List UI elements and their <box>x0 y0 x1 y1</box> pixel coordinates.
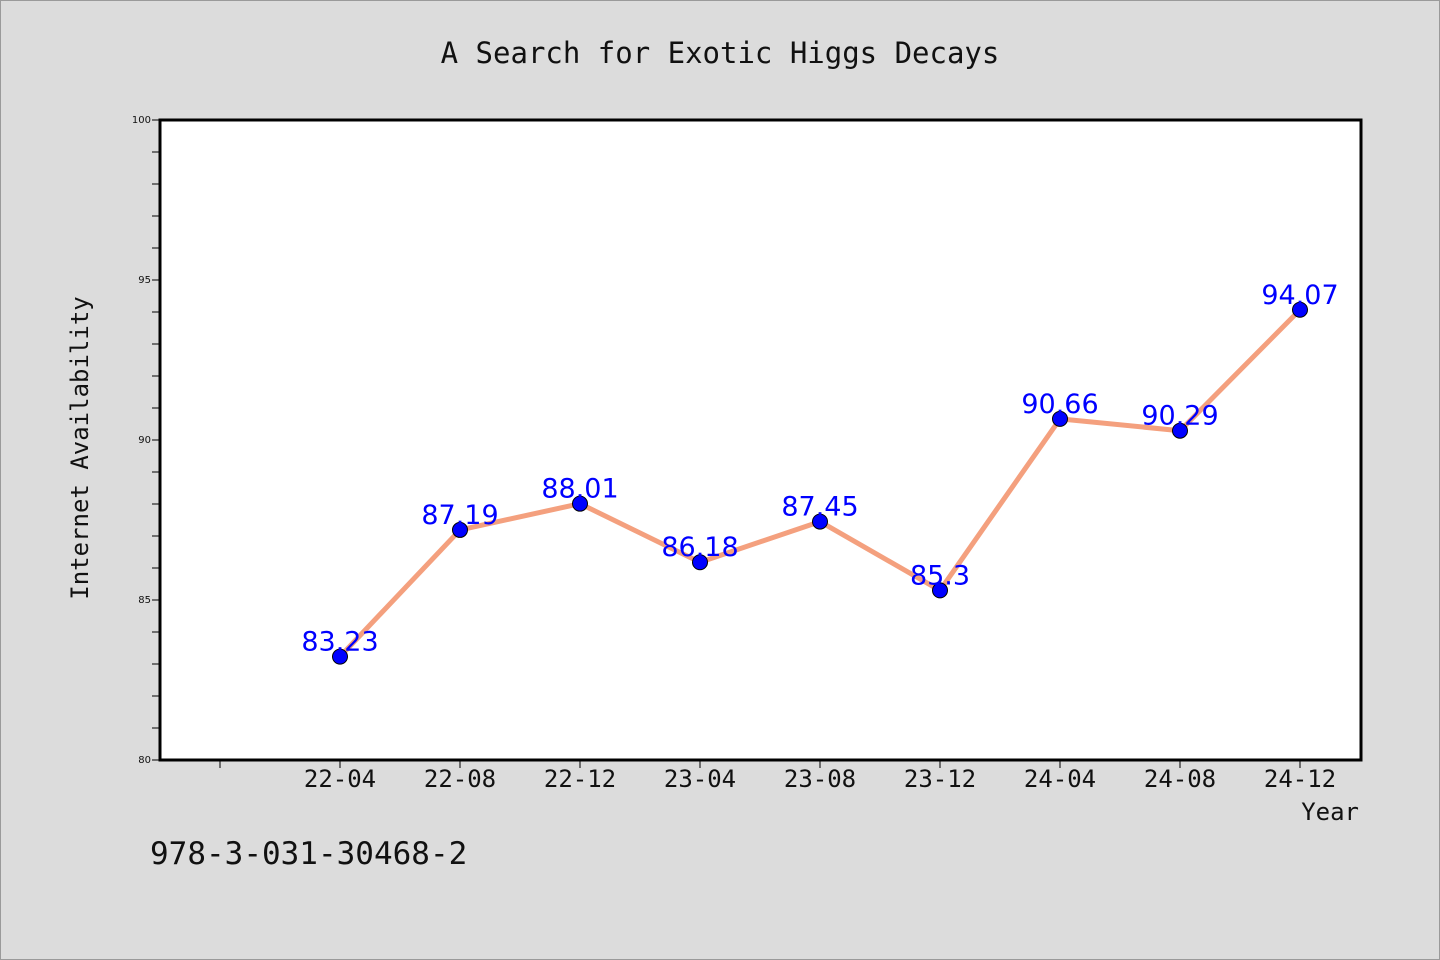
x-tick-label: 24-08 <box>1144 765 1216 793</box>
data-point <box>1052 410 1068 427</box>
x-tick-label: 23-08 <box>784 765 856 793</box>
x-axis: 22-04 22-08 22-12 23-04 23-08 23-12 24-04 24-08… <box>219 760 1336 793</box>
data-label: 86.18 <box>661 532 738 563</box>
isbn-annotation: 978-3-031-30468-2 <box>150 836 467 872</box>
x-tick-label: 24-04 <box>1024 765 1096 793</box>
data-point <box>1292 301 1308 318</box>
series-layer <box>332 301 1308 665</box>
x-axis-label: Year <box>1301 798 1359 826</box>
y-tick-label: 85 <box>138 595 151 606</box>
y-axis-label: Internet Availability <box>66 296 94 599</box>
y-tick-label: 95 <box>138 275 151 286</box>
x-tick-label: 23-04 <box>664 765 736 793</box>
y-tick-label: 90 <box>138 435 151 446</box>
y-tick-label: 80 <box>138 755 151 766</box>
plot-area <box>160 120 1361 760</box>
x-tick-label: 22-08 <box>424 765 496 793</box>
data-label: 90.29 <box>1141 401 1218 432</box>
x-tick-label: 22-12 <box>544 765 616 793</box>
data-point <box>572 495 588 512</box>
data-point <box>452 521 468 538</box>
data-point <box>692 554 708 571</box>
chart-title: A Search for Exotic Higgs Decays <box>441 36 1000 70</box>
data-point <box>332 648 348 665</box>
data-label: 87.19 <box>421 500 498 531</box>
data-point <box>812 513 828 530</box>
x-tick-label: 23-12 <box>904 765 976 793</box>
data-label: 83.23 <box>301 627 378 658</box>
data-point <box>932 582 948 599</box>
x-tick-label: 22-04 <box>304 765 376 793</box>
x-tick-label: 24-12 <box>1264 765 1336 793</box>
data-labels: 83.23 87.19 88.01 86.18 87.45 85.3 90.66 90.29 9… <box>301 280 1338 658</box>
data-label: 87.45 <box>781 492 858 523</box>
data-point <box>1172 422 1188 439</box>
data-label: 90.66 <box>1021 389 1098 420</box>
y-tick-label: 100 <box>132 115 151 126</box>
data-label: 94.07 <box>1261 280 1338 311</box>
data-label: 85.3 <box>910 560 970 591</box>
plot-frame <box>158 118 1363 762</box>
data-label: 88.01 <box>541 474 618 505</box>
